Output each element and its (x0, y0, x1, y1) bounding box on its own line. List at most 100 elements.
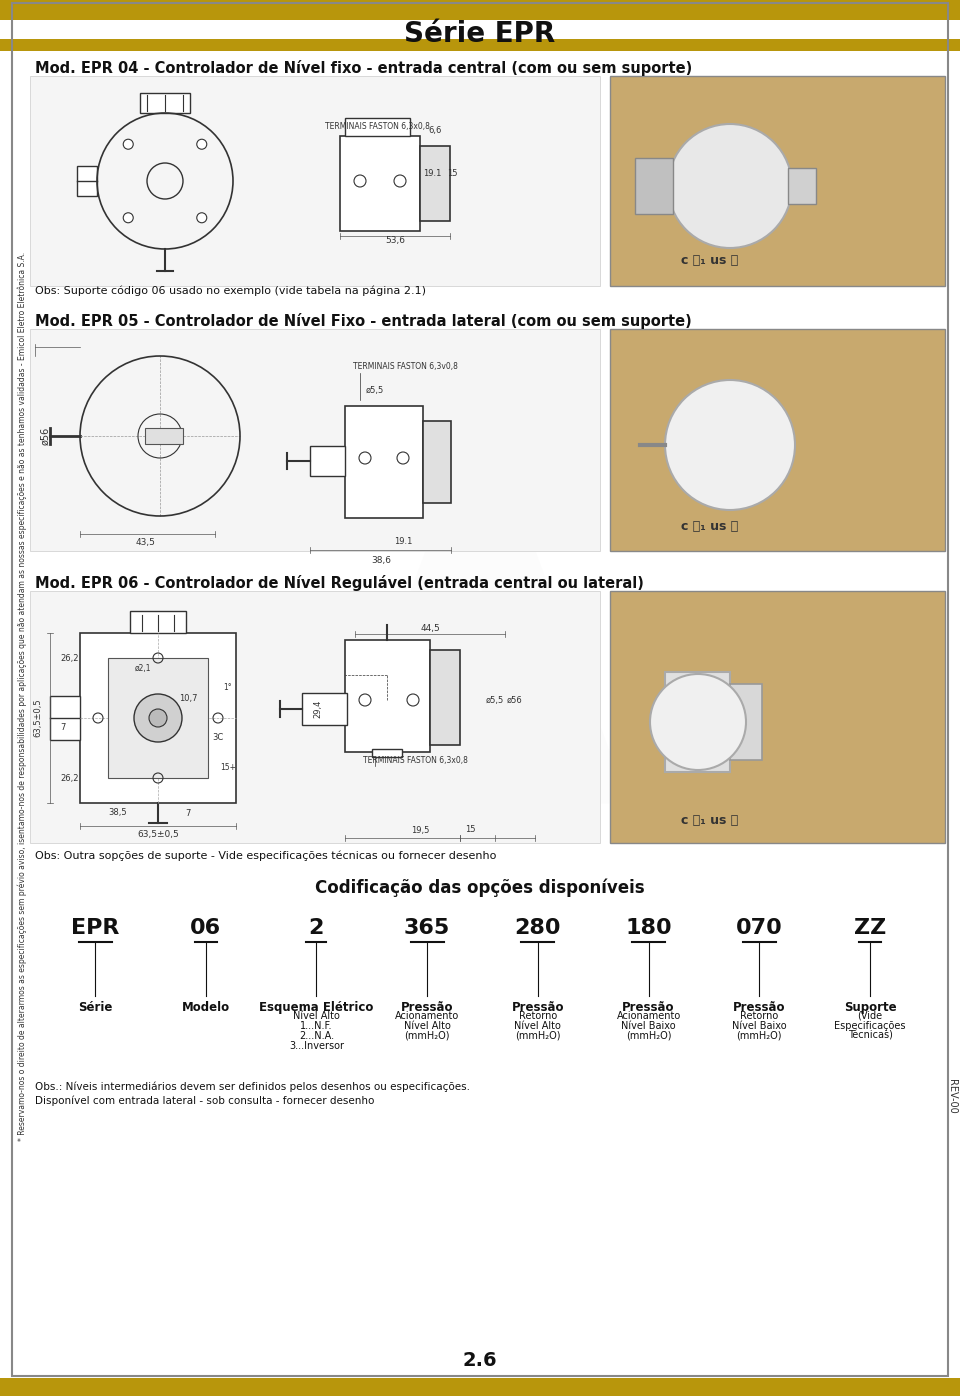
Text: Acionamento: Acionamento (395, 1011, 459, 1020)
FancyBboxPatch shape (145, 429, 183, 444)
Text: Técnicas): Técnicas) (848, 1032, 893, 1041)
Text: ø56: ø56 (507, 695, 523, 705)
FancyBboxPatch shape (610, 75, 945, 286)
FancyBboxPatch shape (430, 651, 460, 745)
FancyBboxPatch shape (420, 147, 450, 221)
Text: 06: 06 (190, 919, 221, 938)
Text: * Reservamo-nos o direito de alterarmos as especificações sem prévio aviso, isen: * Reservamo-nos o direito de alterarmos … (17, 251, 27, 1141)
FancyBboxPatch shape (310, 445, 345, 476)
Text: 38,6: 38,6 (371, 556, 391, 564)
Text: (Vide: (Vide (857, 1011, 882, 1020)
FancyBboxPatch shape (0, 39, 960, 52)
FancyBboxPatch shape (635, 158, 673, 214)
Text: Série EPR: Série EPR (404, 20, 556, 47)
Text: (mmH₂O): (mmH₂O) (736, 1032, 782, 1041)
FancyBboxPatch shape (80, 632, 236, 803)
Text: ø5,5: ø5,5 (366, 385, 384, 395)
Text: 3C: 3C (212, 733, 224, 743)
FancyBboxPatch shape (0, 1378, 960, 1396)
FancyBboxPatch shape (610, 591, 945, 843)
Text: ø2,1: ø2,1 (134, 663, 152, 673)
FancyBboxPatch shape (345, 406, 423, 518)
Circle shape (123, 212, 133, 223)
Text: ø56: ø56 (40, 427, 50, 445)
FancyBboxPatch shape (302, 692, 347, 725)
Text: c ⒤₁ us Ⓢ: c ⒤₁ us Ⓢ (682, 814, 738, 826)
Text: 43,5: 43,5 (135, 537, 155, 546)
Text: Série: Série (78, 1001, 112, 1013)
FancyBboxPatch shape (30, 75, 600, 286)
Text: Mod. EPR 06 - Controlador de Nível Regulável (entrada central ou lateral): Mod. EPR 06 - Controlador de Nível Regul… (35, 575, 644, 591)
Text: Pressão: Pressão (512, 1001, 564, 1013)
FancyBboxPatch shape (665, 671, 730, 772)
Text: 63,5±0,5: 63,5±0,5 (34, 698, 42, 737)
Text: 3...Inversor: 3...Inversor (289, 1041, 344, 1051)
Text: 44,5: 44,5 (420, 624, 440, 632)
FancyBboxPatch shape (345, 639, 430, 752)
Text: 180: 180 (625, 919, 672, 938)
Text: 38,5: 38,5 (108, 808, 128, 818)
Text: TERMINAIS FASTON 6,3x0,8: TERMINAIS FASTON 6,3x0,8 (363, 755, 468, 765)
Text: Obs: Suporte código 06 usado no exemplo (vide tabela na página 2.1): Obs: Suporte código 06 usado no exemplo … (35, 286, 426, 296)
Text: Pressão: Pressão (622, 1001, 675, 1013)
FancyBboxPatch shape (610, 329, 945, 551)
Circle shape (197, 140, 206, 149)
FancyBboxPatch shape (372, 750, 402, 757)
Text: 10,7: 10,7 (179, 694, 197, 702)
FancyBboxPatch shape (788, 168, 816, 204)
Circle shape (197, 212, 206, 223)
Text: 53,6: 53,6 (385, 236, 405, 246)
Text: 29,4: 29,4 (314, 699, 323, 718)
Text: 7: 7 (60, 723, 65, 733)
FancyBboxPatch shape (30, 329, 600, 551)
Text: REV-00: REV-00 (947, 1079, 957, 1114)
Text: Modelo: Modelo (181, 1001, 229, 1013)
Circle shape (665, 380, 795, 510)
Text: 15: 15 (446, 169, 457, 179)
Circle shape (650, 674, 746, 771)
Circle shape (149, 709, 167, 727)
Text: A: A (329, 508, 631, 885)
Text: 2...N.A.: 2...N.A. (299, 1032, 334, 1041)
FancyBboxPatch shape (108, 658, 208, 778)
Text: Disponível com entrada lateral - sob consulta - fornecer desenho: Disponível com entrada lateral - sob con… (35, 1096, 374, 1106)
Text: Codificação das opções disponíveis: Codificação das opções disponíveis (315, 878, 645, 898)
Text: ZZ: ZZ (853, 919, 886, 938)
FancyBboxPatch shape (130, 611, 186, 632)
Text: ø5,5: ø5,5 (486, 695, 504, 705)
Text: Mod. EPR 04 - Controlador de Nível fixo - entrada central (com ou sem suporte): Mod. EPR 04 - Controlador de Nível fixo … (35, 60, 692, 75)
Text: EPR: EPR (71, 919, 119, 938)
Text: 19.1: 19.1 (422, 169, 442, 179)
Text: Nível Baixo: Nível Baixo (621, 1020, 676, 1032)
Text: c ⒤₁ us Ⓢ: c ⒤₁ us Ⓢ (682, 254, 738, 268)
Text: Suporte: Suporte (844, 1001, 897, 1013)
Text: 365: 365 (404, 919, 450, 938)
FancyBboxPatch shape (345, 119, 410, 135)
FancyBboxPatch shape (340, 135, 420, 230)
Text: 1...N.F.: 1...N.F. (300, 1020, 333, 1032)
Text: Especificações: Especificações (834, 1020, 905, 1032)
Text: 63,5±0,5: 63,5±0,5 (137, 829, 179, 839)
Text: 070: 070 (736, 919, 782, 938)
Text: (mmH₂O): (mmH₂O) (516, 1032, 561, 1041)
FancyBboxPatch shape (730, 684, 762, 759)
FancyBboxPatch shape (0, 0, 960, 20)
Text: Nível Baixo: Nível Baixo (732, 1020, 786, 1032)
Text: Mod. EPR 05 - Controlador de Nível Fixo - entrada lateral (com ou sem suporte): Mod. EPR 05 - Controlador de Nível Fixo … (35, 313, 692, 329)
Text: 19.1: 19.1 (394, 537, 412, 546)
Text: 7: 7 (185, 808, 191, 818)
Circle shape (123, 140, 133, 149)
Text: Nível Alto: Nível Alto (404, 1020, 450, 1032)
Text: Retorno: Retorno (518, 1011, 557, 1020)
Text: 15: 15 (465, 825, 475, 835)
Text: TERMINAIS FASTON 6,3x0,8: TERMINAIS FASTON 6,3x0,8 (324, 123, 429, 131)
Text: Pressão: Pressão (401, 1001, 453, 1013)
Circle shape (134, 694, 182, 743)
Text: 2: 2 (309, 919, 324, 938)
Text: (mmH₂O): (mmH₂O) (404, 1032, 450, 1041)
Text: 26,2: 26,2 (60, 653, 80, 663)
Text: Obs: Outra sopções de suporte - Vide especificações técnicas ou fornecer desenho: Obs: Outra sopções de suporte - Vide esp… (35, 850, 496, 861)
Text: Retorno: Retorno (740, 1011, 779, 1020)
Text: 2.6: 2.6 (463, 1351, 497, 1371)
FancyBboxPatch shape (30, 591, 600, 843)
